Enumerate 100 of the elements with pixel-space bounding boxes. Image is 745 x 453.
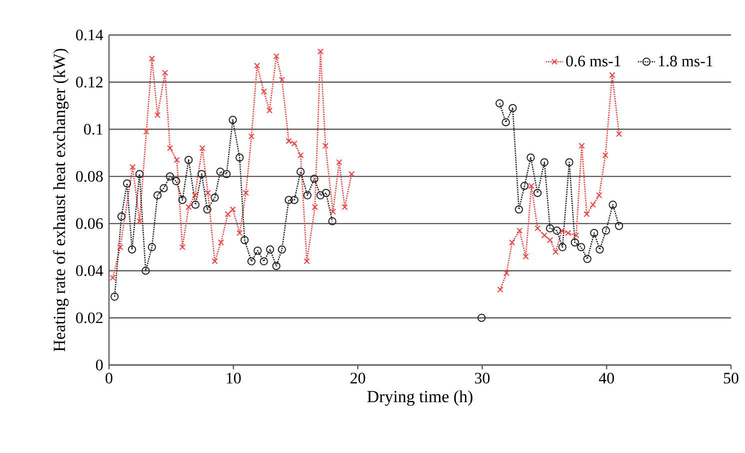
point xyxy=(284,196,293,204)
point xyxy=(260,88,267,95)
point xyxy=(204,190,211,196)
point xyxy=(330,208,336,215)
point xyxy=(508,104,517,112)
point xyxy=(218,239,224,246)
point xyxy=(304,258,310,264)
point xyxy=(228,116,237,124)
point xyxy=(236,230,243,236)
point xyxy=(328,217,336,226)
point xyxy=(290,196,298,204)
point xyxy=(614,222,624,230)
point xyxy=(502,118,510,126)
point xyxy=(266,107,273,114)
point xyxy=(191,200,200,209)
point xyxy=(573,232,580,238)
point xyxy=(596,245,604,254)
x-tick-label: 10 xyxy=(226,372,241,384)
point xyxy=(272,262,280,270)
point xyxy=(602,226,610,235)
point xyxy=(117,244,124,250)
x-tick-label: 30 xyxy=(475,372,490,384)
y-tick-label: 0.02 xyxy=(76,312,102,324)
point xyxy=(520,182,529,190)
point xyxy=(222,170,231,178)
point xyxy=(148,243,156,252)
point xyxy=(546,237,554,244)
point xyxy=(236,153,244,162)
point xyxy=(128,245,136,254)
point xyxy=(526,153,535,162)
point xyxy=(166,172,174,181)
point xyxy=(316,191,325,200)
y-tick-label: 0.1 xyxy=(84,124,102,135)
point xyxy=(179,244,186,250)
point xyxy=(240,236,249,244)
point xyxy=(260,257,268,266)
point xyxy=(342,204,348,210)
x-tick-label: 40 xyxy=(598,372,614,384)
point xyxy=(312,204,318,210)
point xyxy=(336,159,342,166)
point xyxy=(348,171,355,178)
y-tick-label: 0.06 xyxy=(76,218,103,229)
point xyxy=(148,56,155,62)
point xyxy=(310,174,318,183)
point xyxy=(154,112,161,118)
x-tick-label: 0 xyxy=(106,372,112,384)
point xyxy=(616,130,622,138)
y-axis-title: Heating rate of exhaust heat exchanger (kW) xyxy=(53,48,69,352)
point xyxy=(160,184,168,192)
point xyxy=(203,205,212,214)
point xyxy=(534,225,541,232)
point xyxy=(254,62,260,69)
point xyxy=(278,76,285,83)
point xyxy=(608,200,617,209)
point xyxy=(248,133,254,140)
point xyxy=(117,212,126,221)
point xyxy=(278,245,286,254)
point xyxy=(216,168,224,176)
point xyxy=(224,211,231,218)
point xyxy=(583,254,592,264)
point xyxy=(198,170,206,178)
point xyxy=(136,218,143,224)
x-axis-title: Drying time (h) xyxy=(367,390,472,406)
point xyxy=(212,258,218,264)
point xyxy=(153,191,162,200)
point xyxy=(296,168,305,176)
x-tick-label: 50 xyxy=(724,372,738,384)
point xyxy=(565,158,574,166)
point xyxy=(609,72,616,78)
point xyxy=(142,266,150,275)
point xyxy=(533,188,542,198)
point xyxy=(514,205,523,214)
y-tick-label: 0.08 xyxy=(76,171,103,182)
point xyxy=(110,274,116,281)
y-tick-label: 0.04 xyxy=(76,265,104,276)
point xyxy=(254,246,262,255)
legend-label: 0.6 ms-1 xyxy=(566,56,620,66)
point xyxy=(122,179,132,188)
point xyxy=(558,243,567,252)
point xyxy=(199,145,206,152)
point xyxy=(584,211,590,218)
point xyxy=(596,192,602,198)
point xyxy=(590,202,596,208)
point xyxy=(303,191,312,200)
point xyxy=(578,142,585,149)
point xyxy=(186,204,192,210)
y-tick-label: 0.12 xyxy=(76,76,102,88)
point xyxy=(546,224,554,232)
point xyxy=(477,314,486,322)
point xyxy=(590,228,598,238)
point xyxy=(162,70,168,76)
point xyxy=(210,194,219,202)
point xyxy=(230,206,236,212)
point xyxy=(522,254,529,260)
point xyxy=(540,158,548,166)
y-tick-label: 0 xyxy=(96,360,103,370)
point xyxy=(130,164,136,170)
point xyxy=(503,270,510,276)
point xyxy=(298,152,304,158)
point xyxy=(496,99,504,108)
